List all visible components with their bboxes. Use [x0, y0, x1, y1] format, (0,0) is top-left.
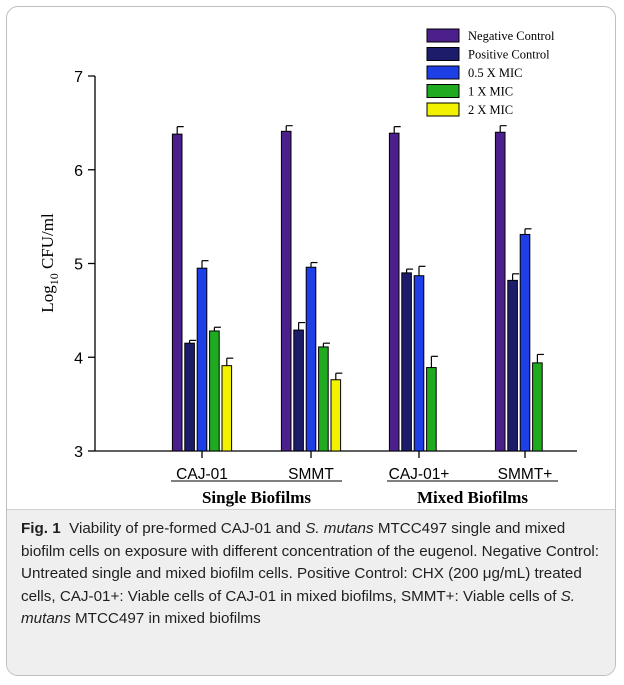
legend-label: Negative Control [468, 29, 555, 43]
legend-swatch [426, 65, 460, 80]
y-tick-label: 5 [74, 257, 83, 274]
bar [171, 133, 183, 452]
bar [196, 267, 208, 452]
bar [401, 272, 412, 452]
caption-text-1: Viability of pre-formed CAJ-01 and [69, 520, 306, 537]
bar-chart: 3 4 5 6 7 CAJ-01 SMMT CAJ-01+ SMMT+ Single Biofil… [38, 28, 577, 507]
chart-bars [171, 125, 544, 452]
x-tick-label: SMMT [288, 466, 334, 483]
x-tick-label: CAJ-01+ [389, 466, 450, 483]
caption-text-2: MTCC497 single and mixed biofilm cells o… [21, 520, 600, 605]
bar [532, 362, 543, 452]
legend-label: 0.5 X MIC [468, 66, 523, 80]
bar [209, 330, 220, 452]
chart-legend: Negative Control Positive Control 0.5 X MI… [426, 28, 555, 117]
y-axis-label-sub: 10 [47, 273, 61, 285]
legend-swatch [426, 28, 460, 43]
x-tick-label: SMMT+ [498, 466, 553, 483]
legend-label: Positive Control [468, 48, 550, 62]
bar [413, 275, 425, 452]
bar [388, 132, 400, 452]
caption-panel: Fig. 1 Viability of pre-formed CAJ-01 an… [7, 509, 615, 675]
bar [426, 367, 437, 452]
caption-fig-label: Fig. 1 [21, 520, 61, 537]
y-tick-label: 7 [74, 69, 83, 86]
group-label: Mixed Biofilms [417, 488, 528, 507]
legend-label: 1 X MIC [468, 85, 513, 99]
bar [507, 279, 518, 452]
group-label: Single Biofilms [202, 488, 311, 507]
legend-swatch [426, 102, 460, 117]
y-axis-label-main: Log [38, 285, 57, 313]
y-tick-label: 6 [74, 163, 83, 180]
x-tick-label: CAJ-01 [176, 466, 228, 483]
bar [519, 233, 531, 452]
chart-axes: 3 4 5 6 7 CAJ-01 SMMT CAJ-01+ SMMT+ Single Biofil… [74, 69, 577, 507]
figure-caption: Fig. 1 Viability of pre-formed CAJ-01 an… [21, 518, 607, 631]
caption-italic-1: S. mutans [305, 520, 374, 537]
bar [330, 379, 342, 452]
bar [221, 365, 233, 452]
bar [305, 266, 317, 452]
bar [494, 131, 506, 452]
bar [280, 130, 292, 452]
y-axis-label-rest: CFU/ml [38, 213, 57, 273]
legend-swatch [426, 47, 460, 61]
y-tick-label: 3 [74, 444, 83, 461]
bar [293, 329, 304, 452]
caption-italic-2: S. mutans [21, 587, 576, 628]
bar [318, 346, 329, 452]
figure-frame: 3 4 5 6 7 CAJ-01 SMMT CAJ-01+ SMMT+ Single Biofil… [6, 6, 616, 676]
y-tick-label: 4 [74, 350, 83, 367]
legend-label: 2 X MIC [468, 103, 513, 117]
caption-text-3: MTCC497 in mixed biofilms [70, 610, 261, 627]
y-axis-label: Log10 CFU/ml [38, 213, 61, 313]
bar [184, 342, 195, 452]
legend-swatch [426, 84, 460, 98]
